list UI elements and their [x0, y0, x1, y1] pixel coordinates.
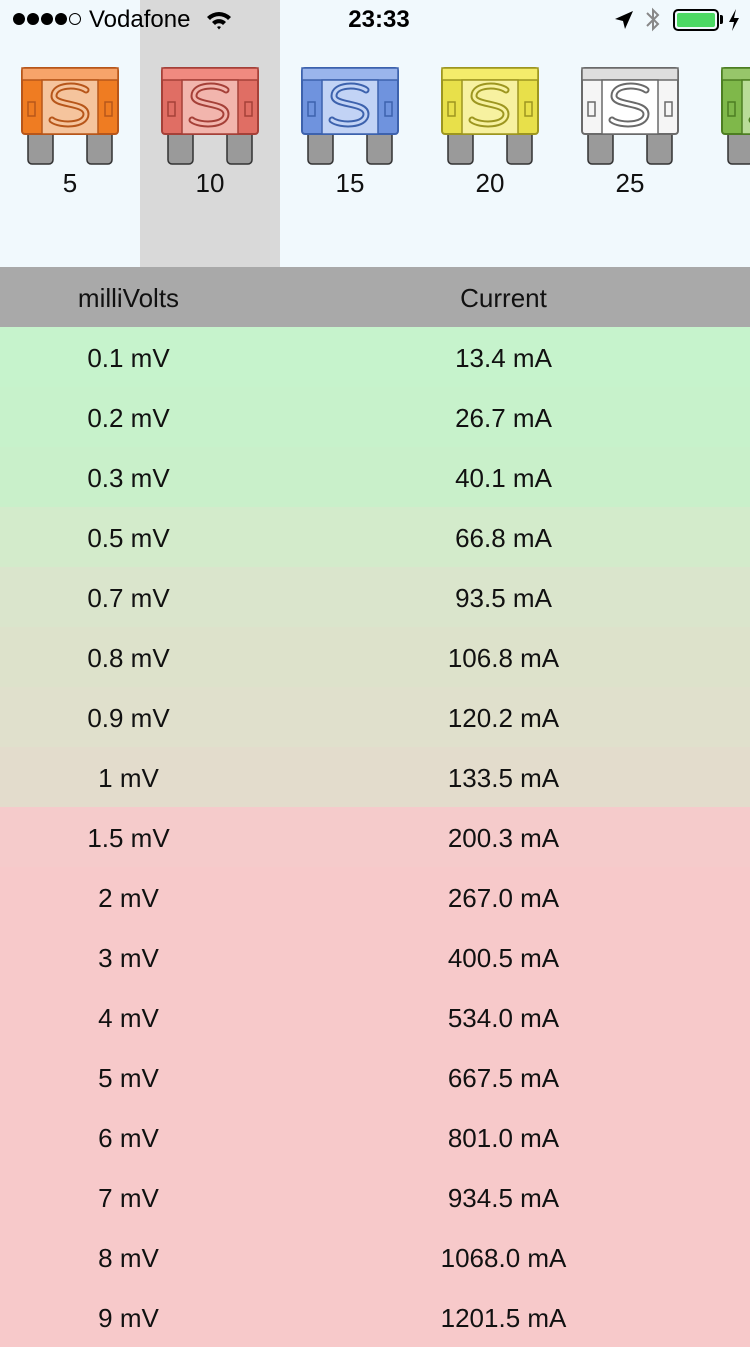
fuse-option[interactable]: 25: [560, 0, 700, 267]
table-row: 0.7 mV 93.5 mA: [0, 567, 750, 627]
current-cell: 66.8 mA: [455, 523, 552, 553]
table-row: 2 mV 267.0 mA: [0, 867, 750, 927]
table-row: 6 mV 801.0 mA: [0, 1107, 750, 1167]
column-header-millivolts: milliVolts: [77, 283, 180, 313]
fuse-rating-label: 5: [62, 168, 78, 198]
current-cell: 133.5 mA: [447, 763, 560, 793]
signal-strength-icon: [13, 13, 81, 25]
table-row: 8 mV 1068.0 mA: [0, 1227, 750, 1287]
fuse-option[interactable]: 5: [0, 0, 140, 267]
fuse-rating-label: 15: [335, 168, 365, 198]
charging-bolt-icon: [727, 8, 741, 39]
battery-icon: [673, 9, 719, 31]
voltage-cell: 1 mV: [98, 763, 159, 793]
fuse-icon: [21, 67, 119, 165]
current-cell: 26.7 mA: [455, 403, 552, 433]
voltage-cell: 0.9 mV: [87, 703, 170, 733]
voltage-cell: 0.5 mV: [87, 523, 170, 553]
fuse-icon: [581, 67, 679, 165]
current-cell: 1201.5 mA: [440, 1303, 567, 1333]
fuse-selector[interactable]: 5 10 15 20 25: [0, 0, 750, 267]
current-cell: 534.0 mA: [447, 1003, 560, 1033]
current-cell: 400.5 mA: [447, 943, 560, 973]
location-arrow-icon: [614, 9, 634, 37]
current-table[interactable]: 0.1 mV 13.4 mA 0.2 mV 26.7 mA 0.3 mV 40.1 mA 0…: [0, 327, 750, 1347]
voltage-cell: 5 mV: [98, 1063, 159, 1093]
fuse-icon: [161, 67, 259, 165]
current-cell: 13.4 mA: [455, 343, 552, 373]
voltage-cell: 0.3 mV: [87, 463, 170, 493]
current-cell: 106.8 mA: [447, 643, 560, 673]
voltage-cell: 6 mV: [98, 1123, 159, 1153]
voltage-cell: 2 mV: [98, 883, 159, 913]
voltage-cell: 8 mV: [98, 1243, 159, 1273]
fuse-option[interactable]: 20: [420, 0, 560, 267]
fuse-rating-label: 25: [615, 168, 645, 198]
status-bar: Vodafone 23:33: [0, 0, 750, 40]
battery-tip: [720, 15, 723, 24]
fuse-icon: [441, 67, 539, 165]
carrier-name: Vodafone: [89, 6, 191, 33]
current-cell: 801.0 mA: [447, 1123, 560, 1153]
bluetooth-icon: [643, 6, 663, 41]
voltage-cell: 3 mV: [98, 943, 159, 973]
table-row: 1 mV 133.5 mA: [0, 747, 750, 807]
fuse-option[interactable]: [700, 0, 750, 267]
fuse-option[interactable]: 15: [280, 0, 420, 267]
voltage-cell: 1.5 mV: [87, 823, 170, 853]
table-row: 0.8 mV 106.8 mA: [0, 627, 750, 687]
current-cell: 934.5 mA: [447, 1183, 560, 1213]
fuse-icon: [721, 67, 750, 165]
table-row: 4 mV 534.0 mA: [0, 987, 750, 1047]
status-time: 23:33: [348, 6, 410, 33]
current-cell: 93.5 mA: [455, 583, 552, 613]
table-row: 0.3 mV 40.1 mA: [0, 447, 750, 507]
voltage-cell: 0.2 mV: [87, 403, 170, 433]
table-row: 9 mV 1201.5 mA: [0, 1287, 750, 1347]
current-cell: 267.0 mA: [447, 883, 560, 913]
voltage-cell: 0.1 mV: [87, 343, 170, 373]
table-row: 5 mV 667.5 mA: [0, 1047, 750, 1107]
current-cell: 1068.0 mA: [440, 1243, 567, 1273]
table-row: 0.2 mV 26.7 mA: [0, 387, 750, 447]
voltage-cell: 7 mV: [98, 1183, 159, 1213]
wifi-icon: [206, 9, 232, 37]
voltage-cell: 4 mV: [98, 1003, 159, 1033]
fuse-option[interactable]: 10: [140, 0, 280, 267]
table-row: 0.9 mV 120.2 mA: [0, 687, 750, 747]
table-row: 1.5 mV 200.3 mA: [0, 807, 750, 867]
voltage-cell: 9 mV: [98, 1303, 159, 1333]
column-header-current: Current: [460, 283, 547, 313]
table-header: milliVolts Current: [0, 267, 750, 327]
table-row: 3 mV 400.5 mA: [0, 927, 750, 987]
current-cell: 200.3 mA: [447, 823, 560, 853]
fuse-rating-label: 10: [195, 168, 225, 198]
voltage-cell: 0.7 mV: [87, 583, 170, 613]
current-cell: 120.2 mA: [447, 703, 560, 733]
voltage-cell: 0.8 mV: [87, 643, 170, 673]
current-cell: 40.1 mA: [455, 463, 552, 493]
table-row: 0.1 mV 13.4 mA: [0, 327, 750, 387]
fuse-icon: [301, 67, 399, 165]
fuse-rating-label: 20: [475, 168, 505, 198]
current-cell: 667.5 mA: [447, 1063, 560, 1093]
table-row: 0.5 mV 66.8 mA: [0, 507, 750, 567]
table-row: 7 mV 934.5 mA: [0, 1167, 750, 1227]
